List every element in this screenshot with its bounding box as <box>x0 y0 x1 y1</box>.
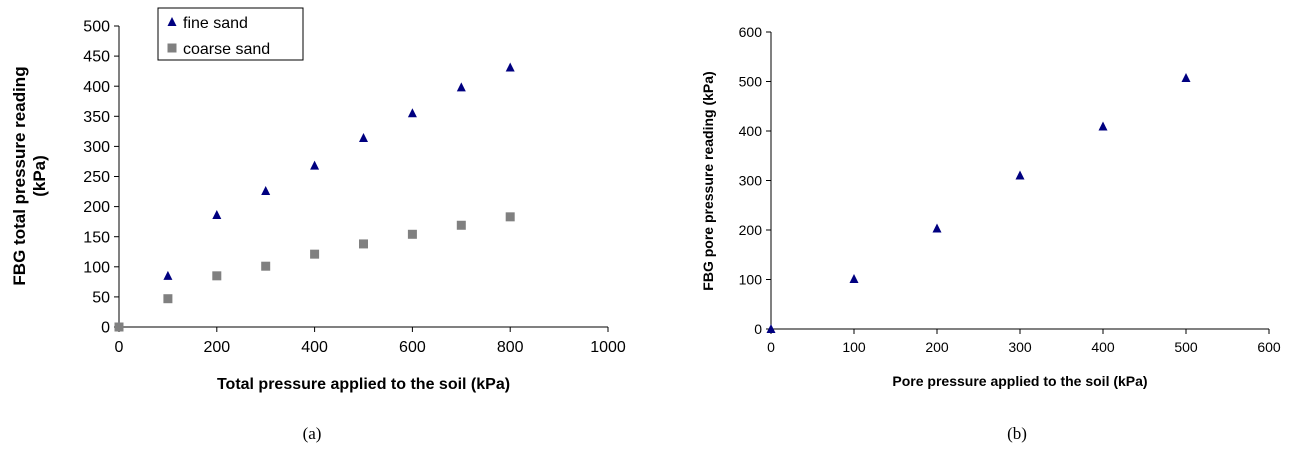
coarse-sand-point <box>407 229 417 239</box>
legend-marker-fine-sand <box>167 17 177 26</box>
y-tick-label: 400 <box>83 79 110 96</box>
legend-box <box>157 7 304 61</box>
series-0-point <box>1181 73 1191 83</box>
chart-a: 0 50 100 150 200 250 300 350 400 450 500 0 200 400 60… <box>10 7 626 443</box>
series-0-point <box>1015 170 1025 180</box>
fine-sand-point <box>407 108 417 118</box>
y-tick-label: 500 <box>83 19 110 36</box>
x-tick-label: 0 <box>115 339 124 356</box>
y-tick-label: 50 <box>92 290 110 307</box>
chart-b-y-axis-title: FBG pore pressure reading (kPa) <box>700 71 716 290</box>
legend-marker-fine-sand-shape <box>167 17 177 26</box>
coarse-sand-point <box>456 220 466 230</box>
x-tick-label: 500 <box>1174 339 1198 355</box>
x-tick-label: 400 <box>301 339 328 356</box>
y-tick-label: 600 <box>739 24 763 40</box>
legend-label-coarse-sand: coarse sand <box>183 41 270 58</box>
y-tick-label: 250 <box>83 169 110 186</box>
y-tick-label: 100 <box>83 259 110 276</box>
chart-b-x-axis-title: Pore pressure applied to the soil (kPa) <box>892 373 1147 389</box>
x-tick-label: 100 <box>842 339 866 355</box>
coarse-sand-point <box>261 261 271 271</box>
coarse-sand-point <box>212 271 222 281</box>
legend-label-fine-sand: fine sand <box>183 15 248 32</box>
chart-a-y-axis-title-line1: FBG total pressure reading <box>10 66 29 285</box>
chart-a-legend: fine sand coarse sand <box>157 7 304 61</box>
fine-sand-point <box>163 270 173 280</box>
x-tick-label: 800 <box>497 339 524 356</box>
y-tick-label: 150 <box>83 229 110 246</box>
y-tick-label: 500 <box>739 73 763 89</box>
chart-a-caption: (a) <box>303 424 322 443</box>
coarse-sand-point <box>505 212 515 222</box>
fine-sand-point <box>359 132 368 142</box>
series-0-point <box>1098 121 1108 131</box>
fine-sand-point <box>212 210 222 220</box>
series-0-point <box>849 274 859 284</box>
y-tick-label: 300 <box>83 139 110 156</box>
x-tick-label: 600 <box>399 339 426 356</box>
fine-sand-point <box>456 82 466 92</box>
x-tick-label: 600 <box>1257 339 1281 355</box>
x-tick-label: 400 <box>1091 339 1115 355</box>
y-tick-label: 100 <box>739 271 763 287</box>
chart-a-y-axis-title-line2: (kPa) <box>30 155 49 197</box>
y-tick-label: 0 <box>101 320 110 337</box>
legend-marker-coarse-sand-shape <box>167 43 177 53</box>
fine-sand-point <box>505 62 515 72</box>
legend-marker-coarse-sand <box>167 43 177 53</box>
x-tick-label: 200 <box>203 339 230 356</box>
chart-b-caption: (b) <box>1007 424 1027 443</box>
coarse-sand-point <box>163 294 173 304</box>
y-tick-label: 400 <box>739 123 763 139</box>
fine-sand-point <box>261 185 271 195</box>
y-tick-label: 200 <box>739 222 763 238</box>
series-0-point <box>766 324 776 333</box>
x-tick-label: 1000 <box>590 339 626 356</box>
x-tick-label: 0 <box>767 339 775 355</box>
y-tick-label: 200 <box>83 199 110 216</box>
x-tick-label: 200 <box>925 339 949 355</box>
y-tick-label: 450 <box>83 49 110 66</box>
chart-a-x-axis-title: Total pressure applied to the soil (kPa) <box>217 376 510 393</box>
x-tick-label: 300 <box>1008 339 1032 355</box>
coarse-sand-point <box>359 239 368 249</box>
coarse-sand-point <box>310 249 320 259</box>
y-tick-label: 0 <box>754 321 762 337</box>
series-0-point <box>932 223 942 233</box>
fine-sand-point <box>310 160 320 170</box>
y-tick-label: 300 <box>739 172 763 188</box>
y-tick-label: 350 <box>83 109 110 126</box>
coarse-sand-point <box>114 322 124 332</box>
